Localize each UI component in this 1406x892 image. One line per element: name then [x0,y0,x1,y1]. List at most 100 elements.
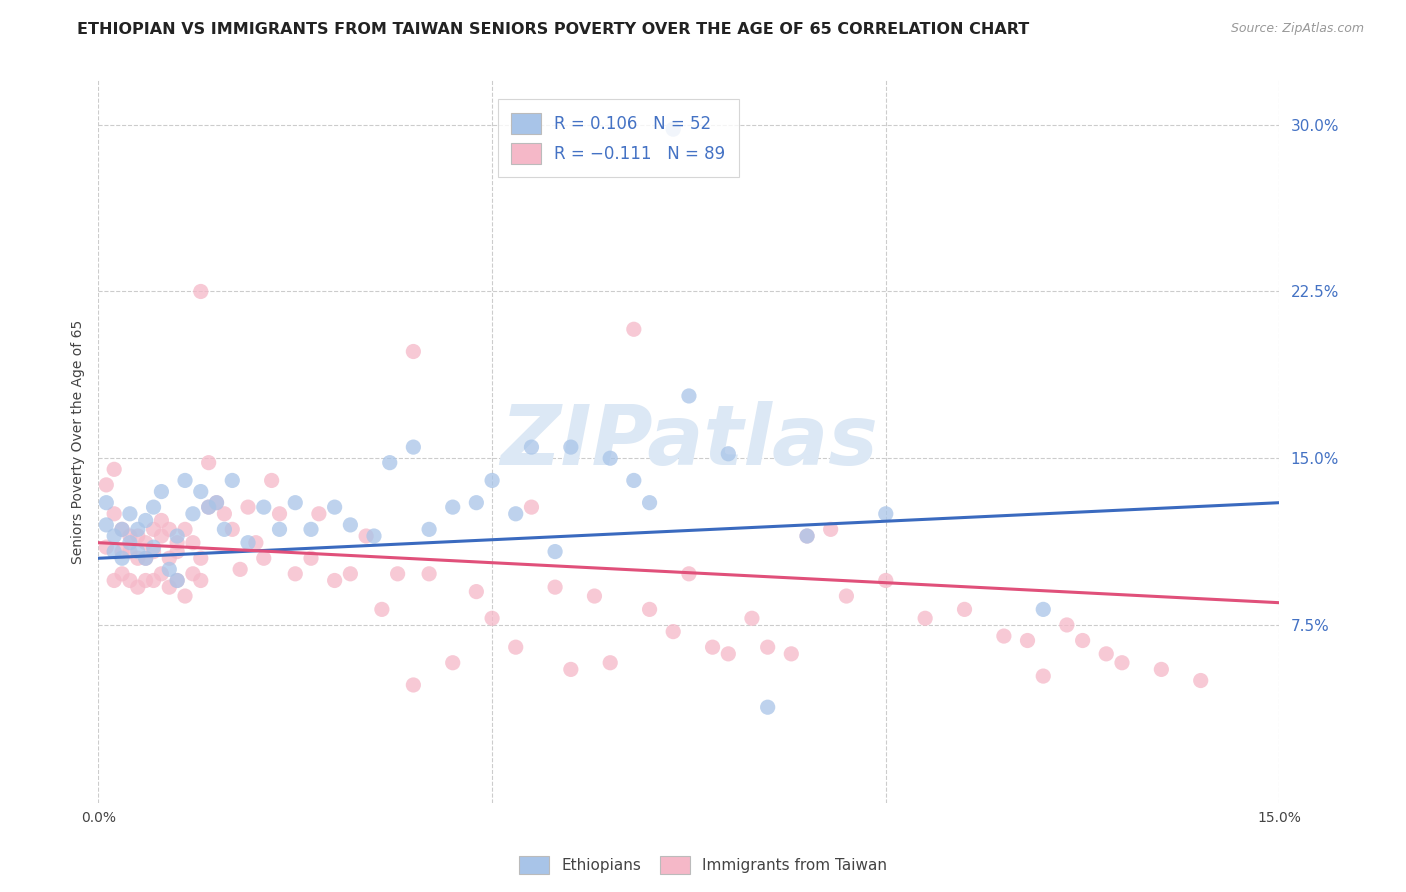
Point [111,522,134,536]
Point [1095,647,1118,661]
Point [402,440,425,454]
Point [135,551,157,566]
Point [371,602,394,616]
Point [702,640,724,655]
Point [354,529,377,543]
Point [796,529,818,543]
Point [638,602,661,616]
Point [103,529,125,543]
Point [339,517,361,532]
Point [118,535,141,549]
Point [236,535,259,549]
Point [111,551,134,566]
Point [166,574,188,588]
Point [953,602,976,616]
Point [678,389,700,403]
Point [505,640,527,655]
Point [96,478,118,492]
Point [135,513,157,527]
Point [245,535,267,549]
Point [402,678,425,692]
Point [150,566,173,581]
Point [378,456,401,470]
Point [505,507,527,521]
Legend: Ethiopians, Immigrants from Taiwan: Ethiopians, Immigrants from Taiwan [513,850,893,880]
Point [205,496,228,510]
Point [323,574,346,588]
Point [190,285,212,299]
Point [253,500,276,515]
Point [1150,662,1173,676]
Point [741,611,763,625]
Point [236,500,259,515]
Point [623,474,645,488]
Point [157,562,180,576]
Point [197,500,219,515]
Point [402,344,425,359]
Text: ZIPatlas: ZIPatlas [501,401,877,482]
Point [157,551,180,566]
Point [150,529,173,543]
Point [142,522,165,536]
Point [481,611,503,625]
Point [599,656,621,670]
Point [127,544,149,558]
Point [1017,633,1039,648]
Point [174,522,197,536]
Point [481,474,503,488]
Point [205,496,228,510]
Point [111,522,134,536]
Point [820,522,842,536]
Point [127,529,149,543]
Point [103,507,125,521]
Point [214,507,236,521]
Point [181,507,204,521]
Point [284,496,307,510]
Point [441,500,464,515]
Point [756,640,779,655]
Point [796,529,818,543]
Point [875,574,897,588]
Point [166,544,188,558]
Point [142,544,165,558]
Point [111,566,134,581]
Point [1111,656,1133,670]
Point [465,584,488,599]
Point [190,484,212,499]
Point [142,574,165,588]
Point [174,474,197,488]
Point [150,513,173,527]
Point [135,535,157,549]
Point [118,529,141,543]
Y-axis label: Seniors Poverty Over the Age of 65: Seniors Poverty Over the Age of 65 [70,319,84,564]
Point [157,522,180,536]
Point [135,551,157,566]
Point [299,551,322,566]
Point [835,589,858,603]
Point [560,440,582,454]
Text: Source: ZipAtlas.com: Source: ZipAtlas.com [1230,22,1364,36]
Point [103,462,125,476]
Point [441,656,464,670]
Point [756,700,779,714]
Point [387,566,409,581]
Point [127,522,149,536]
Point [166,529,188,543]
Legend: R = 0.106   N = 52, R = −0.111   N = 89: R = 0.106 N = 52, R = −0.111 N = 89 [498,99,738,178]
Point [221,474,243,488]
Text: ETHIOPIAN VS IMMIGRANTS FROM TAIWAN SENIORS POVERTY OVER THE AGE OF 65 CORRELATI: ETHIOPIAN VS IMMIGRANTS FROM TAIWAN SENI… [77,22,1029,37]
Point [190,574,212,588]
Point [127,580,149,594]
Point [1056,618,1078,632]
Point [875,507,897,521]
Point [520,440,543,454]
Point [363,529,385,543]
Point [166,535,188,549]
Point [96,517,118,532]
Point [96,496,118,510]
Point [214,522,236,536]
Point [583,589,606,603]
Point [1032,669,1054,683]
Point [269,522,291,536]
Point [142,540,165,554]
